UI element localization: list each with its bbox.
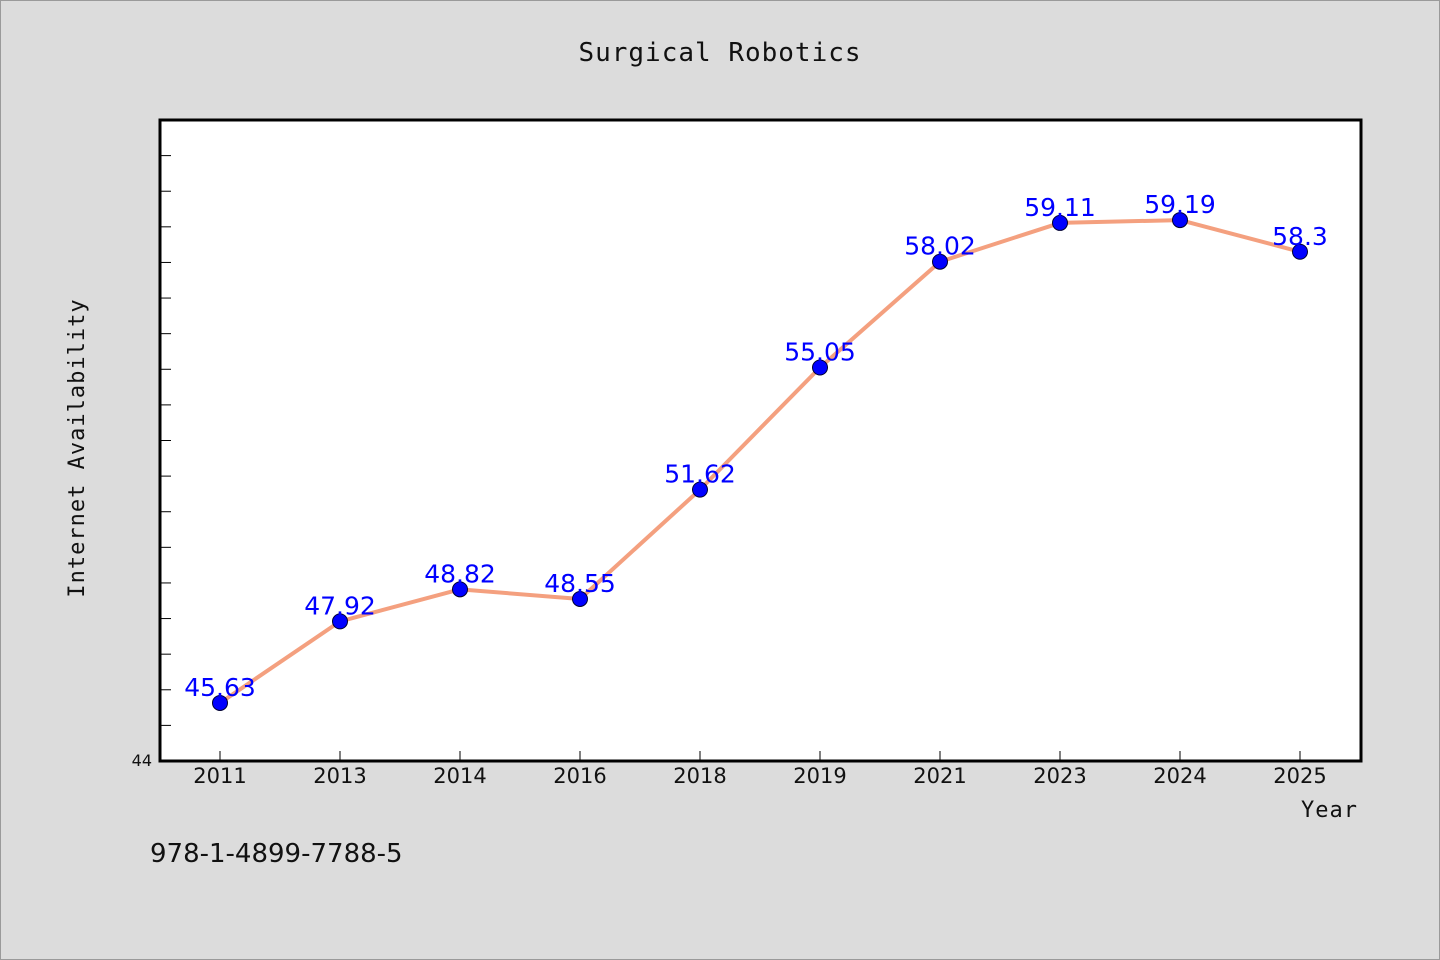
data-label: 59.19 — [1144, 190, 1216, 219]
x-tick-label: 2011 — [193, 764, 246, 788]
x-tick-label: 2014 — [433, 764, 486, 788]
x-tick-label: 2021 — [913, 764, 966, 788]
data-point — [1172, 212, 1188, 229]
data-label: 51.62 — [664, 460, 736, 489]
chart-title: Surgical Robotics — [578, 38, 861, 68]
data-label: 55.05 — [784, 337, 856, 366]
data-labels: 45.63 47.92 48.82 48.55 51.62 55.05 58.02 59.11… — [184, 190, 1328, 702]
x-axis-tick-labels: 2011 2013 2014 2016 2018 2019 2021 2023 2024 2025 — [193, 764, 1326, 788]
plot-area — [158, 118, 1363, 763]
x-tick-label: 2019 — [793, 764, 846, 788]
y-axis-title: Internet Availability — [65, 298, 90, 597]
series-line — [218, 218, 1302, 705]
y-axis-min-label: 44 — [132, 751, 152, 770]
x-tick-label: 2016 — [553, 764, 606, 788]
x-tick-label: 2018 — [673, 764, 726, 788]
footer-code: 978-1-4899-7788-5 — [150, 839, 403, 869]
data-point — [212, 694, 228, 711]
data-label: 58.02 — [904, 232, 976, 261]
data-point — [332, 613, 348, 630]
x-axis-title: Year — [1301, 798, 1358, 823]
data-label: 45.63 — [184, 673, 256, 702]
data-label: 48.82 — [424, 559, 496, 588]
data-point — [692, 481, 708, 498]
data-point — [1052, 214, 1068, 231]
y-axis-ticks — [160, 155, 171, 726]
x-tick-label: 2025 — [1273, 764, 1326, 788]
data-label: 48.55 — [544, 569, 616, 598]
x-axis-ticks — [219, 751, 1301, 761]
data-point — [452, 581, 468, 598]
data-point — [572, 590, 588, 607]
x-tick-label: 2023 — [1033, 764, 1086, 788]
data-point — [812, 359, 828, 376]
x-tick-label: 2013 — [313, 764, 366, 788]
data-point — [1292, 243, 1308, 260]
x-tick-label: 2024 — [1153, 764, 1206, 788]
data-label: 59.11 — [1024, 193, 1096, 222]
data-point — [932, 253, 948, 270]
data-point-markers — [212, 212, 1308, 711]
data-label: 58.3 — [1272, 222, 1328, 251]
data-label: 47.92 — [304, 591, 376, 620]
